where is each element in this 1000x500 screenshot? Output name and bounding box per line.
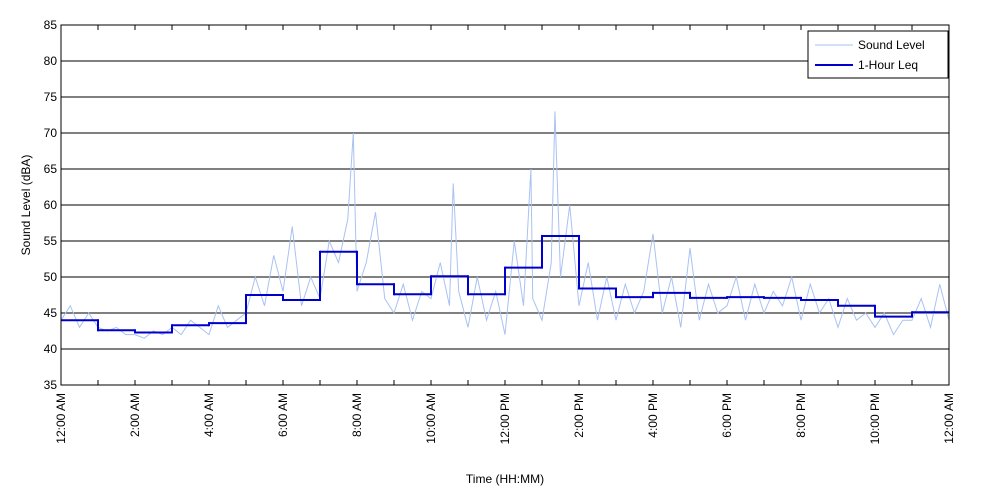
- x-tick-label: 8:00 AM: [350, 393, 364, 437]
- x-tick-label: 6:00 PM: [720, 393, 734, 438]
- x-tick-label: 12:00 PM: [498, 393, 512, 444]
- x-tick-label: 10:00 AM: [424, 393, 438, 444]
- legend-label: 1-Hour Leq: [858, 58, 918, 72]
- y-tick-label: 40: [44, 342, 58, 356]
- y-axis-label: Sound Level (dBA): [19, 155, 33, 256]
- y-tick-label: 35: [44, 378, 58, 392]
- x-tick-label: 2:00 PM: [572, 393, 586, 438]
- x-axis-label: Time (HH:MM): [466, 472, 544, 486]
- x-tick-label: 12:00 AM: [54, 393, 68, 444]
- sound-level-line: [60, 111, 950, 339]
- y-tick-label: 65: [44, 162, 58, 176]
- legend-label: Sound Level: [858, 38, 925, 52]
- plot-frame: [60, 24, 950, 386]
- y-tick-label: 70: [44, 126, 58, 140]
- y-tick-label: 85: [44, 18, 58, 32]
- y-tick-label: 50: [44, 270, 58, 284]
- y-tick-label: 75: [44, 90, 58, 104]
- x-tick-label: 4:00 AM: [202, 393, 216, 437]
- x-tick-label: 4:00 PM: [646, 393, 660, 438]
- y-tick-label: 45: [44, 306, 58, 320]
- x-tick-label: 8:00 PM: [794, 393, 808, 438]
- x-tick-label: 2:00 AM: [128, 393, 142, 437]
- x-tick-label: 6:00 AM: [276, 393, 290, 437]
- y-tick-label: 55: [44, 234, 58, 248]
- y-tick-label: 60: [44, 198, 58, 212]
- x-tick-label: 10:00 PM: [868, 393, 882, 444]
- legend-box: [807, 30, 949, 79]
- y-tick-label: 80: [44, 54, 58, 68]
- x-tick-label: 12:00 AM: [942, 393, 956, 444]
